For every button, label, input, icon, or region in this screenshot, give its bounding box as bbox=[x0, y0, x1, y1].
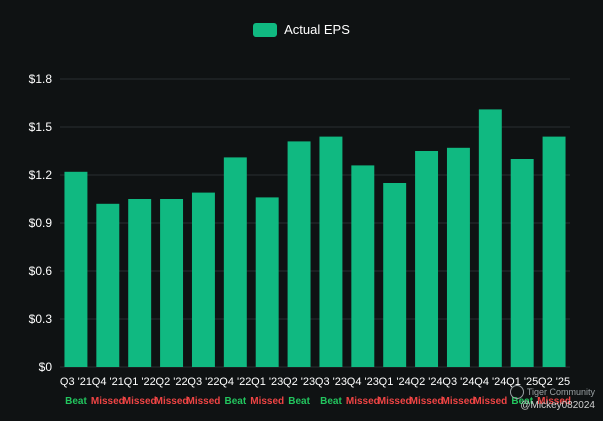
legend[interactable]: Actual EPS bbox=[0, 22, 603, 37]
result-label: Missed bbox=[250, 396, 284, 407]
bar bbox=[446, 147, 470, 367]
result-label: Beat bbox=[511, 396, 533, 407]
watermark: Tiger Community @Mickey082024 bbox=[509, 385, 595, 411]
result-label: Missed bbox=[410, 396, 444, 407]
x-tick-label: Q3 '22 bbox=[187, 376, 219, 388]
y-tick-label: $0.9 bbox=[29, 216, 53, 230]
result-label: Missed bbox=[123, 396, 157, 407]
result-label: Missed bbox=[91, 396, 125, 407]
bar bbox=[128, 199, 152, 367]
result-label: Missed bbox=[346, 396, 380, 407]
bar bbox=[351, 165, 375, 367]
x-tick-label: Q3 '24 bbox=[442, 376, 474, 388]
x-tick-label: Q4 '21 bbox=[92, 376, 124, 388]
x-tick-label: Q3 '21 bbox=[60, 376, 92, 388]
bar bbox=[415, 151, 439, 367]
y-tick-label: $1.2 bbox=[29, 168, 53, 182]
bar bbox=[223, 157, 247, 367]
result-label: Missed bbox=[473, 396, 507, 407]
bar bbox=[160, 199, 184, 367]
bar bbox=[510, 159, 534, 367]
x-tick-label: Q4 '23 bbox=[347, 376, 379, 388]
result-label: Missed bbox=[378, 396, 412, 407]
x-tick-label: Q4 '22 bbox=[219, 376, 251, 388]
y-tick-label: $0.6 bbox=[29, 264, 53, 278]
bar bbox=[64, 171, 88, 367]
bar bbox=[191, 192, 215, 367]
watermark-brand-text: Tiger Community bbox=[526, 387, 595, 397]
bar bbox=[383, 183, 407, 367]
bar bbox=[478, 109, 502, 368]
bar bbox=[96, 203, 120, 367]
result-label: Beat bbox=[224, 396, 246, 407]
bar bbox=[319, 136, 343, 367]
y-tick-label: $1.8 bbox=[29, 72, 53, 86]
result-label: Beat bbox=[288, 396, 310, 407]
result-label: Missed bbox=[186, 396, 220, 407]
result-label: Beat bbox=[65, 396, 87, 407]
watermark-handle: @Mickey082024 bbox=[520, 400, 595, 411]
legend-swatch bbox=[253, 22, 278, 37]
x-tick-label: Q1 '22 bbox=[124, 376, 156, 388]
result-label: Missed bbox=[537, 396, 571, 407]
x-tick-label: Q2 '22 bbox=[156, 376, 188, 388]
bar bbox=[287, 141, 311, 367]
x-tick-label: Q1 '23 bbox=[251, 376, 283, 388]
tiger-logo-icon bbox=[509, 385, 524, 399]
x-tick-label: Q2 '24 bbox=[411, 376, 443, 388]
result-label: Missed bbox=[155, 396, 189, 407]
y-tick-label: $0 bbox=[39, 360, 53, 374]
x-tick-label: Q3 '23 bbox=[315, 376, 347, 388]
x-tick-label: Q2 '23 bbox=[283, 376, 315, 388]
result-label: Beat bbox=[320, 396, 342, 407]
y-tick-label: $1.5 bbox=[29, 120, 53, 134]
legend-label: Actual EPS bbox=[284, 22, 350, 37]
bar bbox=[255, 197, 279, 367]
x-tick-label: Q1 '24 bbox=[379, 376, 411, 388]
x-tick-label: Q2 '25 bbox=[538, 376, 570, 388]
y-tick-label: $0.3 bbox=[29, 312, 53, 326]
watermark-brand: Tiger Community bbox=[509, 385, 595, 399]
result-label: Missed bbox=[441, 396, 475, 407]
bar bbox=[542, 136, 566, 367]
x-tick-label: Q4 '24 bbox=[474, 376, 506, 388]
